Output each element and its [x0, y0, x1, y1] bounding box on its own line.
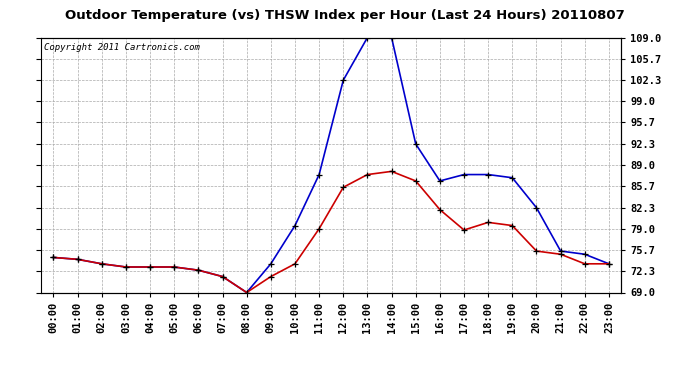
Text: Copyright 2011 Cartronics.com: Copyright 2011 Cartronics.com: [44, 43, 200, 52]
Text: Outdoor Temperature (vs) THSW Index per Hour (Last 24 Hours) 20110807: Outdoor Temperature (vs) THSW Index per …: [65, 9, 625, 22]
